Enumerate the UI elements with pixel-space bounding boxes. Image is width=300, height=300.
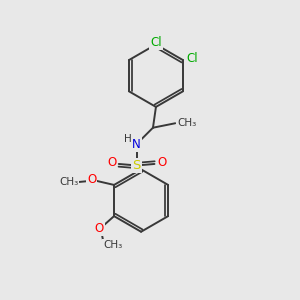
Text: O: O bbox=[94, 222, 104, 235]
Text: H: H bbox=[124, 134, 132, 144]
Text: O: O bbox=[157, 156, 166, 169]
Text: S: S bbox=[132, 159, 141, 172]
Text: O: O bbox=[87, 173, 96, 186]
Text: Cl: Cl bbox=[186, 52, 198, 65]
Text: Cl: Cl bbox=[150, 36, 162, 49]
Text: CH₃: CH₃ bbox=[59, 177, 79, 187]
Text: O: O bbox=[107, 156, 116, 169]
Text: CH₃: CH₃ bbox=[103, 240, 122, 250]
Text: N: N bbox=[132, 138, 141, 151]
Text: CH₃: CH₃ bbox=[177, 118, 196, 128]
